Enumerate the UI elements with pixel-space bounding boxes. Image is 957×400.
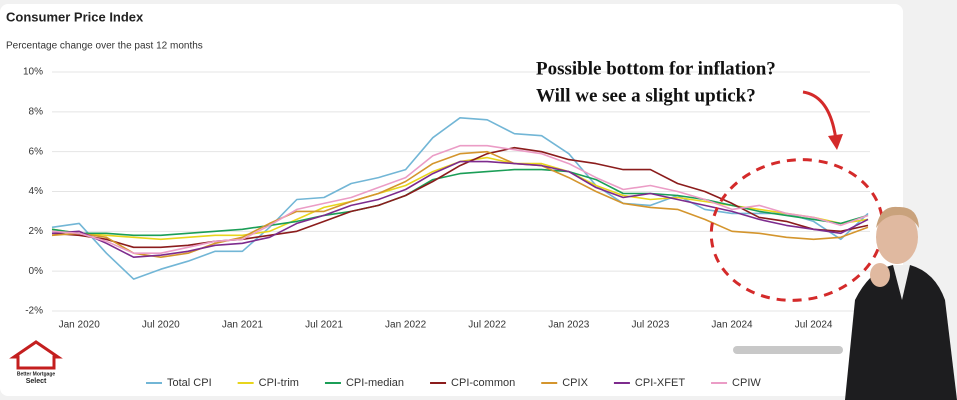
y-tick-label: 8%: [29, 106, 44, 117]
y-tick-label: 4%: [29, 186, 44, 197]
annotation: Possible bottom for inflation?: [536, 58, 776, 79]
y-tick-label: -2%: [25, 306, 43, 317]
chart-title: Consumer Price Index: [6, 9, 144, 24]
legend-label: CPI-XFET: [635, 377, 685, 389]
annotation: Will we see a slight uptick?: [536, 85, 756, 106]
scrollbar[interactable]: [733, 346, 843, 354]
person: [845, 206, 957, 400]
person-shirt: [893, 265, 910, 300]
legend: Total CPI CPI-trim CPI-median CPI-common CPI…: [146, 377, 761, 389]
x-tick-label: Jul 2023: [631, 320, 669, 331]
legend-label: CPIX: [562, 377, 588, 389]
logo-text: Select: [26, 378, 47, 385]
legend-label: CPI-common: [451, 377, 515, 389]
series-line: [51, 160, 869, 258]
series-line: [51, 117, 869, 280]
x-tick-label: Jan 2022: [385, 320, 427, 331]
plot: -2% 0% 2% 4% 6% 8% 10% Jan 2020 Jul 2020 Jan 2021…: [23, 67, 870, 331]
y-tick-label: 10%: [23, 67, 43, 78]
x-tick-label: Jan 2024: [711, 320, 753, 331]
legend-label: Total CPI: [167, 377, 212, 389]
y-tick-label: 0%: [29, 266, 44, 277]
card: [0, 4, 903, 396]
x-tick-label: Jan 2023: [548, 320, 590, 331]
arrow-head: [828, 134, 843, 150]
series-line: [51, 168, 869, 237]
logo-text: Better Mortgage: [17, 371, 56, 377]
arrow: [802, 90, 838, 141]
person-head: [876, 210, 918, 264]
legend-label: CPI-trim: [259, 377, 299, 389]
legend-label: CPI-median: [346, 377, 404, 389]
x-tick-label: Jan 2020: [59, 320, 101, 331]
logo: Better Mortgage Select: [9, 340, 63, 385]
x-tick-label: Jul 2024: [795, 320, 833, 331]
x-tick-label: Jul 2021: [305, 320, 343, 331]
y-tick-label: 2%: [29, 226, 44, 237]
person-hair: [876, 206, 919, 228]
series-line: [51, 150, 869, 258]
y-tick-label: 6%: [29, 146, 44, 157]
x-tick-label: Jan 2021: [222, 320, 264, 331]
legend-label: CPIW: [732, 377, 761, 389]
x-tick-label: Jul 2022: [468, 320, 506, 331]
x-tick-label: Jul 2020: [142, 320, 180, 331]
logo-house: [9, 340, 63, 370]
person-body: [845, 265, 957, 400]
chart-subtitle: Percentage change over the past 12 month…: [6, 41, 203, 52]
person-hand: [870, 263, 890, 287]
series-line: [51, 146, 869, 249]
series-line: [51, 144, 869, 254]
